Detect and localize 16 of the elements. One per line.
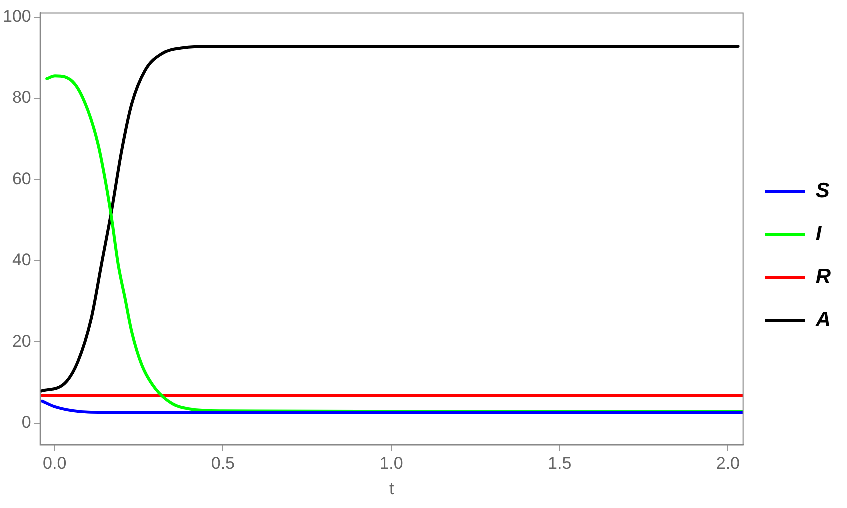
y-tick-label: 60	[12, 169, 32, 188]
x-tick-label: 0.0	[43, 454, 67, 474]
x-tick-label: 0.5	[211, 454, 235, 474]
x-tick-label: 2.0	[716, 454, 740, 474]
legend-label: I	[816, 222, 823, 246]
y-tick-label: 20	[12, 332, 32, 351]
x-axis-title: t	[389, 479, 394, 498]
y-tick-label: 0	[22, 412, 32, 432]
y-tick-label: 40	[12, 250, 32, 270]
legend-label: R	[816, 265, 832, 288]
legend-label: A	[814, 308, 832, 332]
y-tick-label: 100	[2, 6, 32, 26]
y-tick-label: 80	[12, 88, 32, 108]
x-tick-label: 1.5	[548, 454, 572, 474]
x-tick-label: 1.0	[380, 454, 404, 474]
legend-label: S	[816, 179, 830, 202]
